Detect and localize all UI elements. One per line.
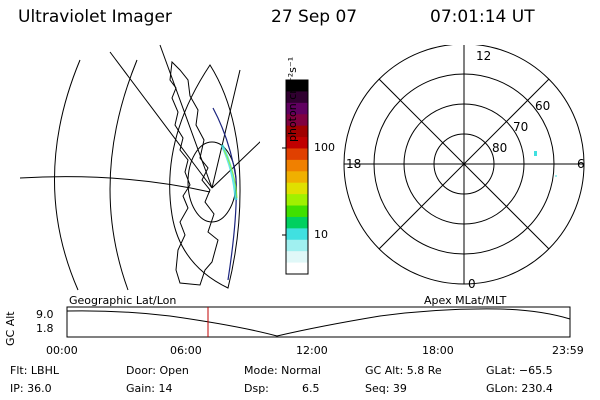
colorbar-segment — [286, 228, 308, 241]
date-label: 27 Sep 07 — [271, 7, 358, 27]
timeline-x-tick: 18:00 — [422, 344, 454, 357]
colorbar-segment — [286, 148, 308, 161]
meridian-line — [54, 59, 81, 291]
timeline-x-tick: 12:00 — [296, 344, 328, 357]
polar-circle — [187, 141, 237, 223]
altitude-curve — [66, 308, 571, 337]
colorbar-segment — [286, 91, 308, 104]
parallel-line — [19, 176, 211, 193]
lat-label-70: 70 — [513, 120, 529, 134]
aurora-spot — [555, 175, 557, 177]
timeline-x-tick: 00:00 — [46, 344, 78, 357]
colorbar-segment — [286, 216, 308, 229]
dsp-label: Dsp: — [244, 382, 269, 395]
aurora-spot — [534, 151, 537, 156]
gc-alt-status: GC Alt: 5.8 Re — [365, 364, 442, 377]
colorbar-segment — [286, 205, 308, 218]
colorbar-segment — [286, 159, 308, 172]
mlt-label-0: 0 — [468, 277, 476, 291]
timeline-frame — [66, 306, 571, 338]
colorbar-segment — [286, 171, 308, 184]
time-label: 07:01:14 UT — [430, 7, 535, 27]
door-status: Door: Open — [126, 364, 189, 377]
seq-status: Seq: 39 — [365, 382, 407, 395]
parallel-line — [159, 44, 213, 189]
colorbar-frame — [285, 79, 309, 275]
altitude-timeline — [66, 306, 571, 338]
dsp-value: 6.5 — [302, 382, 320, 395]
geographic-map — [19, 44, 260, 291]
timeline-left-label: Geographic Lat/Lon — [69, 294, 177, 307]
colorbar-segment — [286, 114, 308, 127]
lat-label-80: 80 — [492, 141, 508, 155]
colorbar-tick-100: 100 — [314, 141, 335, 154]
aurora-emission — [220, 144, 238, 201]
mlt-label-6: 6 — [577, 157, 585, 171]
parallel-line — [211, 141, 260, 189]
colorbar-segment — [286, 239, 308, 252]
glat-status: GLat: −65.5 — [486, 364, 553, 377]
colorbar-segment — [286, 80, 308, 92]
terminator-line — [212, 107, 237, 281]
polar-axis — [378, 78, 550, 250]
timeline-y-label: GC Alt — [4, 311, 17, 346]
earth-limb — [169, 64, 241, 289]
filter-status: Flt: LBHL — [10, 364, 59, 377]
polar-mlt-plot — [343, 45, 585, 285]
glon-status: GLon: 230.4 — [486, 382, 553, 395]
timeline-right-label: Apex MLat/MLT — [424, 294, 507, 307]
mlt-label-18: 18 — [346, 157, 362, 171]
timeline-x-tick: 23:59 — [552, 344, 584, 357]
colorbar-segment — [286, 102, 308, 115]
timeline-y-tick-9: 9.0 — [36, 308, 54, 321]
colorbar-segment — [286, 137, 308, 149]
coastline — [169, 60, 219, 286]
aurora-emission — [223, 149, 238, 199]
colorbar-segment — [286, 182, 308, 195]
lat-label-60: 60 — [535, 99, 551, 113]
parallel-line — [109, 51, 213, 189]
gain-status: Gain: 14 — [126, 382, 173, 395]
meridian-line — [109, 59, 138, 291]
colorbar-tick-10: 10 — [314, 228, 328, 241]
colorbar — [282, 79, 309, 275]
mode-status: Mode: Normal — [244, 364, 321, 377]
colorbar-segment — [286, 125, 308, 138]
colorbar-segment — [286, 262, 308, 275]
ip-status: IP: 36.0 — [10, 382, 52, 395]
parallel-line — [211, 69, 241, 189]
instrument-title: Ultraviolet Imager — [18, 7, 172, 27]
timeline-x-tick: 06:00 — [170, 344, 202, 357]
colorbar-segment — [286, 251, 308, 264]
timeline-y-tick-1: 1.8 — [36, 322, 54, 335]
colorbar-label: photon cm⁻²s⁻¹ — [286, 56, 299, 142]
mlt-label-12: 12 — [476, 49, 492, 63]
colorbar-segment — [286, 194, 308, 207]
